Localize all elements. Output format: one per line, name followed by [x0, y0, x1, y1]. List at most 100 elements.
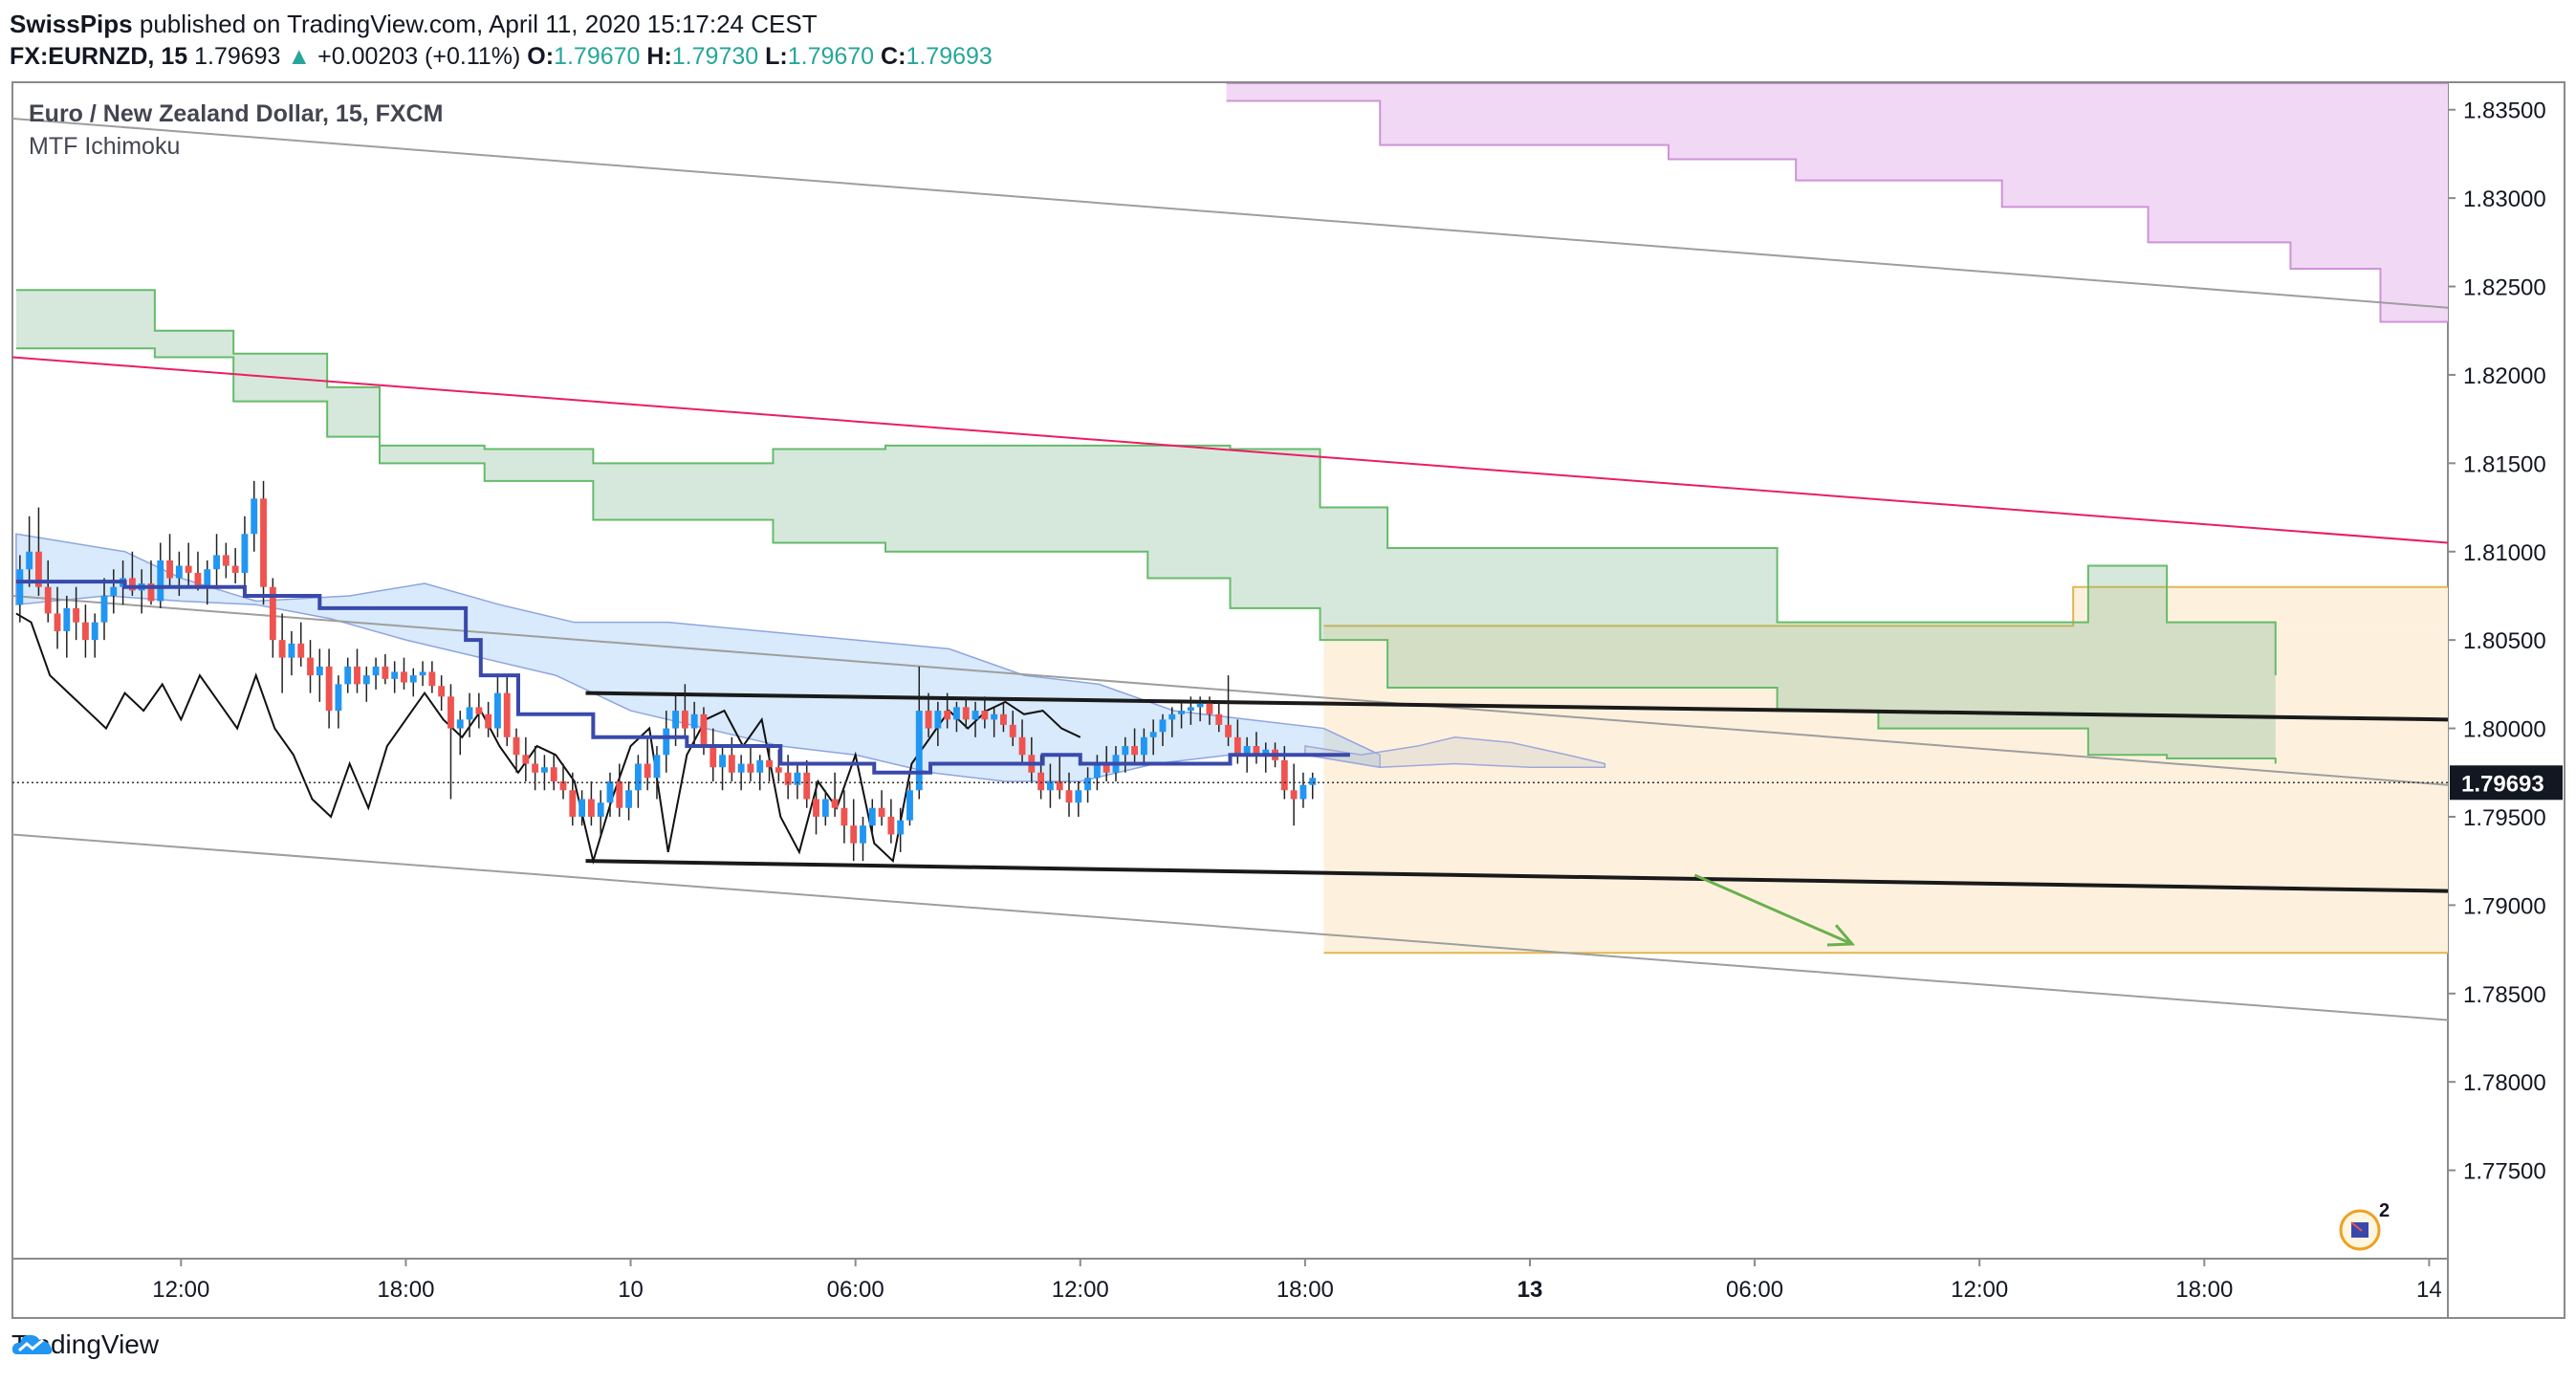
- candle-body: [616, 781, 623, 808]
- target-zone-extension: [2073, 586, 2448, 626]
- candle-body: [26, 551, 33, 570]
- candle-body: [906, 790, 913, 821]
- candle-body: [821, 799, 829, 817]
- candle-body: [44, 586, 52, 614]
- trendline-range-bottom: [585, 859, 2448, 893]
- candle-body: [1233, 736, 1241, 756]
- trendline-pink-resistance: [12, 356, 2448, 544]
- candle-body: [579, 799, 586, 817]
- candle-body: [1149, 732, 1157, 737]
- green-htf-cloud: [15, 290, 2276, 764]
- candle-body: [1056, 781, 1063, 791]
- low-value: 1.79670: [787, 43, 875, 70]
- trendline-channel-lower-grey: [12, 833, 2448, 1021]
- legend-indicator[interactable]: MTF Ichimoku: [29, 133, 181, 160]
- candle-body: [362, 675, 370, 685]
- candle-body: [709, 746, 717, 768]
- candle-body: [925, 711, 932, 729]
- time-tick-label: 13: [1517, 1277, 1543, 1303]
- candle-body: [288, 643, 295, 658]
- candle-body: [100, 595, 108, 623]
- time-tick-label: 18:00: [2175, 1277, 2233, 1303]
- last-price-label: 1.79693: [2461, 771, 2544, 797]
- candle-body: [448, 696, 454, 729]
- candle-body: [831, 799, 839, 808]
- flag-badge-stripe: [2350, 1221, 2363, 1232]
- price-tick-label: 1.77500: [2463, 1159, 2546, 1185]
- candle-body: [344, 666, 352, 685]
- time-tick-label: 18:00: [1277, 1277, 1334, 1303]
- candle-body: [16, 569, 24, 605]
- candle-body: [672, 711, 679, 729]
- candle-body: [532, 763, 539, 773]
- candle-body: [934, 711, 942, 729]
- candle-body: [887, 816, 895, 835]
- price-tick-label: 1.81500: [2463, 451, 2546, 477]
- candle-body: [175, 565, 183, 579]
- kijun-sen-line: [15, 580, 1350, 775]
- price-tick-label: 1.82500: [2463, 275, 2546, 301]
- candle-body: [1253, 746, 1260, 756]
- low-label: L:: [765, 43, 788, 70]
- candle-body: [325, 666, 333, 712]
- price-tick-label: 1.78500: [2463, 982, 2546, 1008]
- purple-htf-cloud: [1226, 83, 2448, 322]
- candle-body: [185, 565, 192, 573]
- candle-body: [794, 772, 801, 785]
- candle-body: [1037, 772, 1045, 791]
- author-name[interactable]: SwissPips: [10, 10, 133, 38]
- candle-body: [587, 799, 595, 817]
- last-price-badge: [2450, 765, 2563, 801]
- candle-body: [1131, 746, 1139, 756]
- candle-body: [391, 671, 399, 679]
- time-tick-label: 10: [618, 1277, 644, 1303]
- open-label: O:: [527, 43, 555, 70]
- purple-htf-cloud-edge-bottom: [1226, 99, 2448, 323]
- candle-body: [513, 736, 520, 756]
- candle-body: [419, 671, 426, 676]
- legend-title[interactable]: Euro / New Zealand Dollar, 15, FXCM: [29, 100, 444, 127]
- target-zone-top-line: [1323, 585, 2448, 627]
- candle-body: [634, 763, 642, 791]
- plot-layer: [12, 83, 2448, 1021]
- candle-body: [962, 707, 970, 720]
- candle-body: [503, 692, 511, 737]
- candle-body: [1122, 746, 1129, 756]
- open-value: 1.79670: [554, 43, 641, 70]
- candle-body: [681, 711, 688, 729]
- price-tick-label: 1.83500: [2463, 99, 2546, 124]
- price-tick-label: 1.81000: [2463, 540, 2546, 566]
- candle-body: [606, 781, 614, 803]
- candle-body: [231, 565, 239, 573]
- candle-body: [241, 534, 249, 573]
- candle-body: [1093, 763, 1101, 779]
- time-tick-label: 18:00: [377, 1277, 434, 1303]
- candle-body: [850, 825, 858, 844]
- close-value: 1.79693: [906, 43, 993, 70]
- trendline-channel-upper-grey: [12, 117, 2448, 309]
- candle-body: [278, 640, 286, 658]
- candle-body: [1187, 707, 1194, 712]
- candle-body: [438, 686, 446, 697]
- candle-body: [1280, 759, 1288, 791]
- trendline-range-top: [585, 691, 2448, 722]
- candle-body: [297, 643, 305, 658]
- time-tick-label: 12:00: [1951, 1277, 2008, 1303]
- target-arrow-shaft: [1693, 873, 1853, 946]
- green-htf-cloud-edge-bottom: [15, 347, 2277, 764]
- candle-body: [878, 807, 885, 817]
- quote-bar: FX:EURNZD, 15 1.79693 ▲ +0.00203 (+0.11%…: [10, 40, 993, 73]
- candle-body: [840, 807, 848, 826]
- candle-body: [466, 707, 473, 720]
- candle-body: [128, 578, 136, 591]
- candle-body: [251, 498, 258, 535]
- candle-body: [428, 671, 436, 687]
- time-tick-label: 06:00: [827, 1277, 884, 1303]
- green-htf-cloud-edge-top: [15, 289, 2277, 676]
- candle-body: [915, 711, 923, 791]
- candle-body: [775, 767, 782, 773]
- chikou-span-line: [15, 612, 1081, 866]
- candle-body: [1046, 781, 1054, 791]
- tradingview-footer[interactable]: TradingView: [11, 1329, 159, 1360]
